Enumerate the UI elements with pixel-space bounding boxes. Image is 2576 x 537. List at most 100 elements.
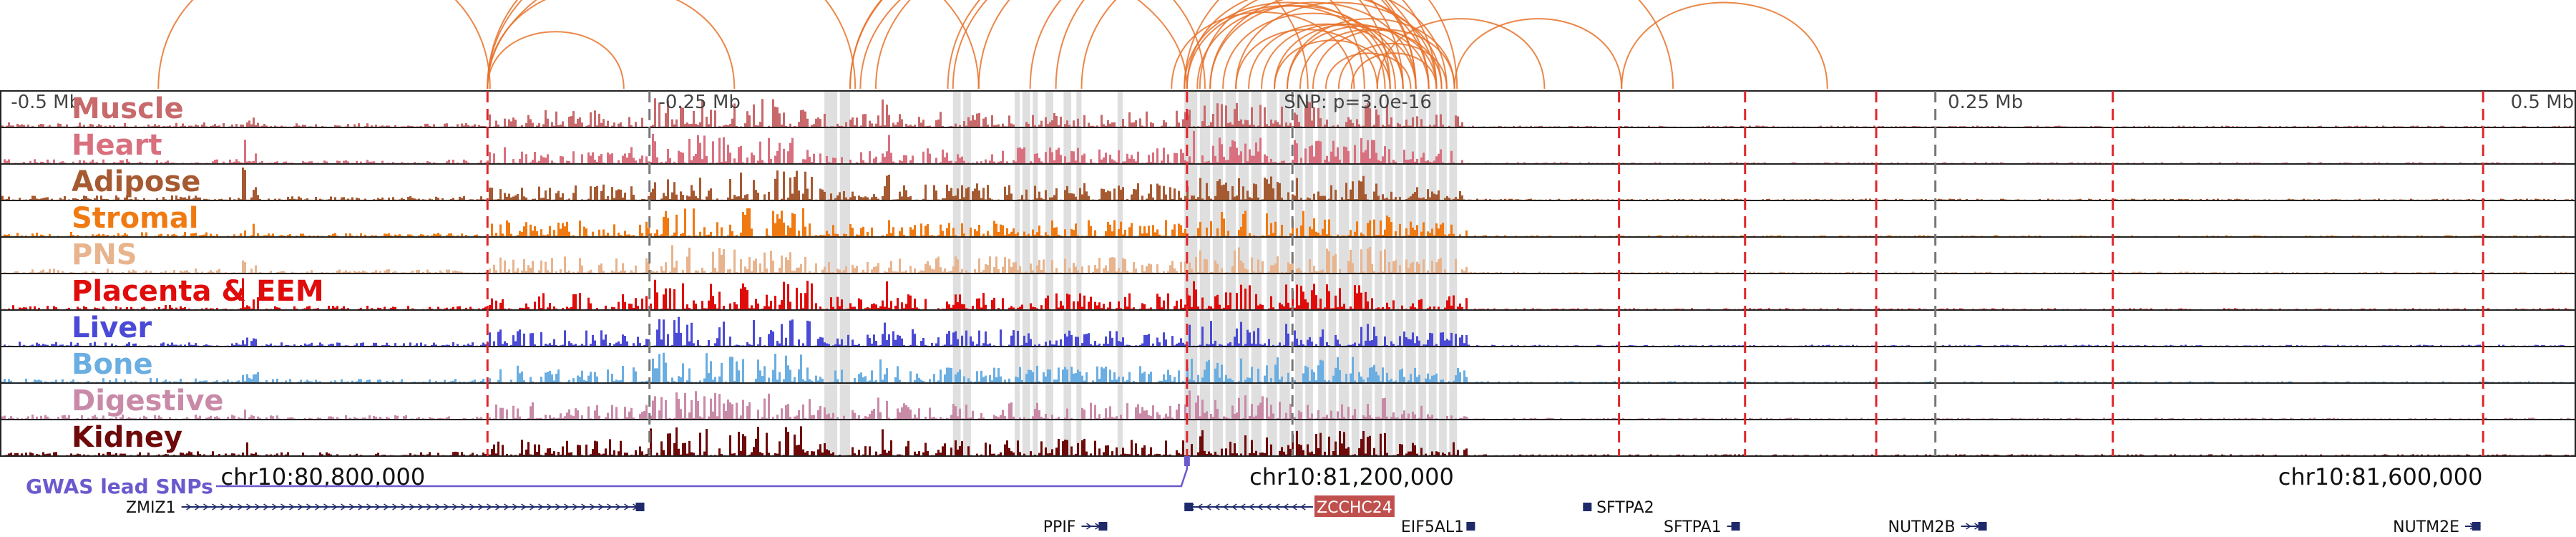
strand-arrow [358,503,364,511]
loop-arc [1287,25,1438,90]
strand-arrow [384,503,389,511]
loop-arc [1324,52,1412,90]
loop-arc [1621,1,1828,90]
strand-arrow [452,503,458,511]
track-muscle [0,90,2576,127]
strand-arrow [341,503,346,511]
loop-arc [487,0,736,90]
track-signal [1,390,2575,419]
track-signal [1,168,2575,200]
strand-arrow [315,503,321,511]
strand-arrow [1196,503,1203,511]
strand-arrow [186,503,192,511]
gene-label: ZMIZ1 [126,499,176,517]
gene-sftpa2: SFTPA2 [1583,499,1654,517]
gene-nutm2e: NUTM2E [2393,518,2481,536]
loop-arc [1029,0,1391,90]
strand-arrow [607,503,613,511]
coordinate-label: chr10:81,200,000 [1249,463,1454,490]
strand-arrow [495,503,501,511]
loop-arc [859,0,1430,90]
strand-arrow [195,503,200,511]
track-adipose [0,163,2576,200]
loop-arc [1186,5,1386,90]
strand-arrow [598,503,604,511]
gene-label: NUTM2E [2393,518,2459,536]
strand-arrow [1299,503,1306,511]
strand-arrow [435,503,441,511]
strand-arrow [469,503,475,511]
strand-arrow [487,503,492,511]
gene-zcchc24: ZCCHC24 [1184,495,1395,517]
gene-exon [1978,522,1987,531]
track-kidney [0,419,2576,455]
loop-arc [1209,1,1417,90]
track-signal [1,426,2575,455]
gene-exon [2472,522,2481,531]
strand-arrow [246,503,252,511]
strand-arrow [444,503,449,511]
axis-tick-label: -0.25 Mb [658,92,740,113]
strand-arrow [392,503,398,511]
strand-arrow [1214,503,1220,511]
loop-arc [1350,52,1438,90]
track-signal [1,352,2575,382]
gene-label: SFTPA2 [1596,499,1654,517]
gene-exon [1184,503,1194,511]
strand-arrow [375,503,381,511]
loop-arc [1337,42,1448,90]
strand-arrow [203,503,209,511]
track-label-placenta-eem: Placenta & EEM [72,275,324,308]
strand-arrow [1239,503,1246,511]
strand-arrow [547,503,552,511]
strand-arrow [590,503,595,511]
gene-label-box [1314,495,1395,517]
strand-arrow [409,503,415,511]
strand-arrow [289,503,295,511]
gwas-snps: GWAS lead SNPs [26,456,1190,498]
track-heart [0,127,2576,163]
strand-arrow [1257,503,1263,511]
gwas-snp-marker [1184,456,1190,466]
loop-arc [1312,29,1455,90]
coordinate-label: chr10:81,600,000 [2278,463,2483,490]
loop-arc [1274,23,1430,90]
gene-label: EIF5AL1 [1401,518,1464,536]
loop-arc [1453,18,1623,90]
track-label-stromal: Stromal [72,202,199,235]
track-bone [0,346,2576,382]
loop-arc [1080,0,1417,90]
loop-arc [487,0,980,90]
chromatin-loops [157,0,1828,90]
gene-zmiz1: ZMIZ1 [126,499,645,517]
track-digestive [0,382,2576,419]
strand-arrow [512,503,518,511]
gene-exon [1466,522,1475,531]
snp-annotation: SNP: p=3.0e-16 [1284,92,1432,113]
loop-arc [1235,1,1443,90]
loop-arc [977,0,1417,90]
track-label-heart: Heart [72,129,162,162]
dashed-lines [486,91,2484,456]
track-label-kidney: Kidney [72,421,182,454]
strand-arrow [555,503,561,511]
strand-arrow [1291,503,1297,511]
loop-arc [1235,29,1378,90]
strand-arrow [349,503,355,511]
strand-arrow [220,503,226,511]
loop-arc [1055,0,1458,90]
track-liver [0,309,2576,346]
strand-arrow [521,503,527,511]
axis-tick-label: 0.5 Mb [2511,92,2575,113]
strand-arrow [1222,503,1229,511]
strand-arrow [1248,503,1254,511]
strand-arrow [1966,523,1971,530]
strand-arrow [366,503,372,511]
strand-arrow [263,503,269,511]
loop-arc [487,31,625,90]
loop-arc [947,0,1404,90]
track-stromal [0,200,2576,236]
axis-tick-label: 0.25 Mb [1948,92,2023,113]
track-label-liver: Liver [72,311,152,344]
loop-arc [874,0,1365,90]
